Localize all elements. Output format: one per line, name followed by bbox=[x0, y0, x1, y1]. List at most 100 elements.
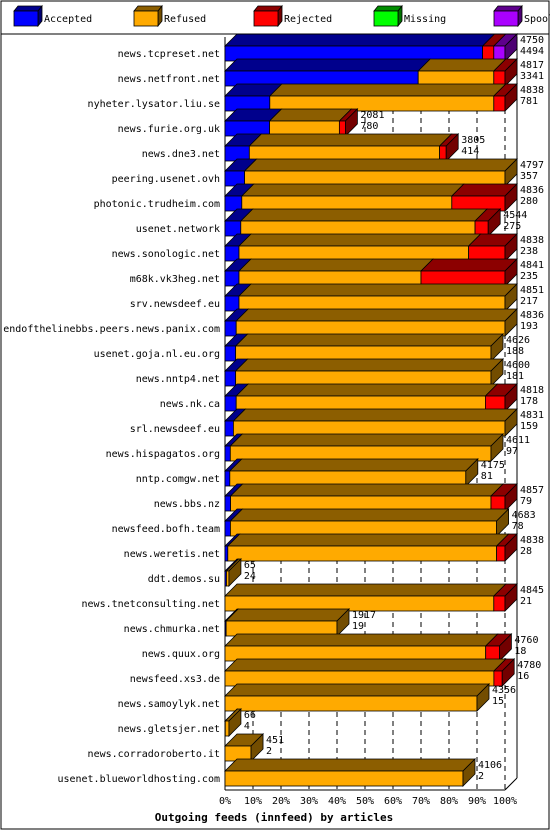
value-second: 414 bbox=[461, 146, 479, 157]
feed-label: endofthelinebbs.peers.news.panix.com bbox=[3, 324, 220, 335]
feed-bar bbox=[224, 583, 518, 612]
bar-side bbox=[504, 533, 518, 562]
bar-side bbox=[336, 608, 350, 637]
x-tick-label: 100% bbox=[493, 796, 517, 807]
feed-label: usenet.blueworldhosting.com bbox=[57, 774, 220, 785]
x-tick-label: 0% bbox=[219, 796, 231, 807]
bar-top-refused bbox=[243, 158, 518, 172]
bar-segment-accepted bbox=[224, 495, 231, 512]
value-second: 280 bbox=[520, 196, 538, 207]
feed-label: news.hispagatos.org bbox=[106, 449, 220, 460]
bar-top-refused bbox=[229, 433, 504, 447]
bar-top-rejected bbox=[420, 258, 518, 272]
x-tick-label: 60% bbox=[384, 796, 402, 807]
bar-side bbox=[504, 383, 518, 412]
value-second: 193 bbox=[520, 321, 538, 332]
bar-top-refused bbox=[234, 333, 504, 347]
value-total: 4838 bbox=[520, 535, 544, 546]
value-total: 4836 bbox=[520, 185, 544, 196]
feed-bar bbox=[224, 458, 479, 487]
bar-side bbox=[490, 333, 504, 362]
value-second: 2 bbox=[266, 746, 272, 757]
value-total: 3805 bbox=[461, 135, 485, 146]
value-second: 78 bbox=[512, 521, 524, 532]
feed-bar bbox=[224, 233, 518, 262]
feed-label: usenet.network bbox=[136, 224, 220, 235]
feed-bar bbox=[224, 33, 518, 62]
bar-top-refused bbox=[226, 533, 510, 547]
bar-segment-accepted bbox=[224, 345, 237, 362]
value-total: 4175 bbox=[481, 460, 505, 471]
bar-top-refused bbox=[228, 458, 479, 472]
bar-side bbox=[504, 283, 518, 312]
bar-side bbox=[476, 683, 490, 712]
x-tick-label: 70% bbox=[412, 796, 430, 807]
value-total: 4626 bbox=[506, 335, 530, 346]
bar-top-refused bbox=[229, 508, 510, 522]
bar-top-refused bbox=[235, 383, 499, 397]
feed-label: news.tnetconsulting.net bbox=[82, 599, 220, 610]
value-total: 451 bbox=[266, 735, 284, 746]
feed-label: news.netfront.net bbox=[118, 74, 220, 85]
bar-top-refused bbox=[248, 133, 453, 147]
legend-label: Spooled bbox=[524, 14, 550, 25]
bar-top-refused bbox=[224, 683, 490, 697]
legend-item-rejected: Rejected bbox=[253, 4, 332, 28]
value-total: 4845 bbox=[520, 585, 544, 596]
bar-side bbox=[504, 233, 518, 262]
value-second: 16 bbox=[517, 671, 529, 682]
value-labels: 4750449448173341483878120817803805414479… bbox=[244, 35, 544, 782]
value-total: 4544 bbox=[503, 210, 527, 221]
feed-labels: news.tcpreset.net news.netfront.net nyhete… bbox=[3, 49, 220, 785]
feed-bar bbox=[224, 508, 510, 537]
value-second: 19 bbox=[352, 621, 364, 632]
feed-label: nntp.comgw.net bbox=[136, 474, 220, 485]
chart-title: Outgoing feeds (innfeed) by articles bbox=[155, 811, 393, 824]
bar-side bbox=[462, 758, 476, 787]
feed-label: news.quux.org bbox=[142, 649, 220, 660]
bar-top-accepted bbox=[224, 58, 432, 72]
bar-side bbox=[504, 483, 518, 512]
feed-label: news.dne3.net bbox=[142, 149, 220, 160]
value-second: 780 bbox=[360, 121, 378, 132]
feed-bar bbox=[224, 58, 518, 87]
value-total: 66 bbox=[244, 710, 256, 721]
feed-bar bbox=[224, 183, 518, 212]
value-second: 4 bbox=[244, 721, 250, 732]
feed-label: srl.newsdeef.eu bbox=[130, 424, 220, 435]
bar-side bbox=[490, 433, 504, 462]
bar-segment-accepted bbox=[224, 395, 237, 412]
feed-bar bbox=[224, 108, 359, 137]
bar-top-refused bbox=[239, 208, 489, 222]
value-second: 28 bbox=[520, 546, 532, 557]
value-second: 3341 bbox=[520, 71, 544, 82]
x-tick-label: 90% bbox=[468, 796, 486, 807]
value-second: 238 bbox=[520, 246, 538, 257]
legend-item-refused: Refused bbox=[133, 4, 206, 28]
value-second: 79 bbox=[520, 496, 532, 507]
x-tick-label: 20% bbox=[272, 796, 290, 807]
feed-bar bbox=[224, 408, 518, 437]
feed-label: news.chmurka.net bbox=[124, 624, 220, 635]
value-second: 181 bbox=[506, 371, 524, 382]
bar-segment-refused bbox=[224, 770, 464, 787]
bar-side bbox=[504, 58, 518, 87]
bar-top-refused bbox=[268, 108, 353, 122]
bar-segment-rejected bbox=[493, 595, 506, 612]
feed-bar bbox=[224, 283, 518, 312]
bar-side bbox=[250, 733, 264, 762]
feed-bar bbox=[224, 258, 518, 287]
value-second: 2 bbox=[478, 771, 484, 782]
bar-top-refused bbox=[232, 408, 518, 422]
value-total: 2081 bbox=[360, 110, 384, 121]
value-second: 188 bbox=[506, 346, 524, 357]
bar-side bbox=[504, 183, 518, 212]
bar-top-refused bbox=[235, 308, 518, 322]
bar-top-accepted bbox=[224, 33, 496, 47]
feed-bar bbox=[224, 683, 490, 712]
value-total: 4760 bbox=[514, 635, 538, 646]
feed-label: news.tcpreset.net bbox=[118, 49, 220, 60]
feed-label: newsfeed.xs3.de bbox=[130, 674, 220, 685]
value-second: 275 bbox=[503, 221, 521, 232]
bar-segment-rejected bbox=[493, 95, 506, 112]
